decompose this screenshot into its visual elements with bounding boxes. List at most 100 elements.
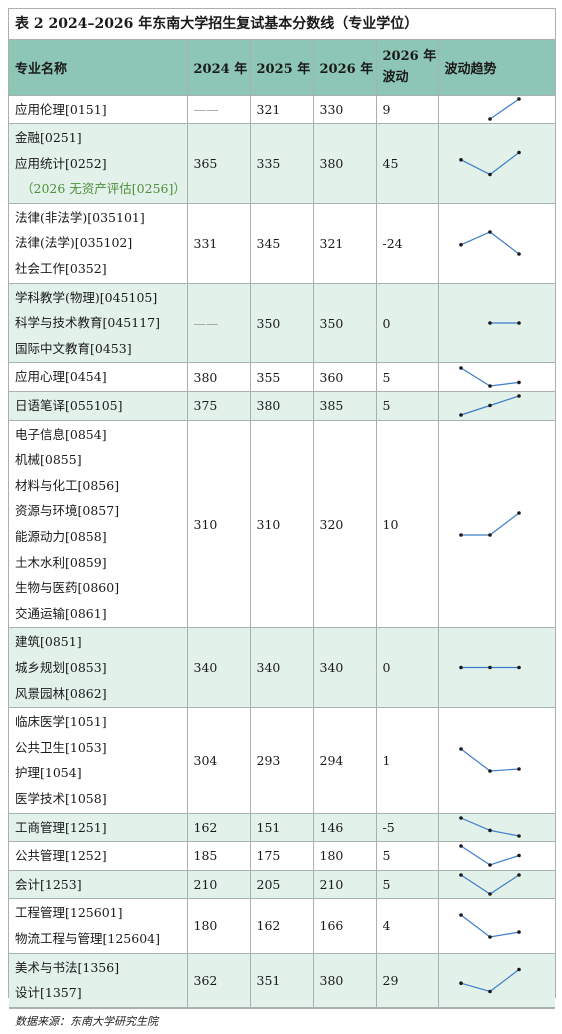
score-2026: 321 [312,202,377,284]
sparkline-point [458,980,463,985]
score-2024: 180 [186,898,251,954]
score-change: 4 [375,898,439,954]
sparkline [458,967,521,993]
score-2024: 331 [186,202,251,284]
program-name: 交通运输[0861] [15,605,107,621]
score-change: 1 [375,707,439,814]
score-2024: 365 [186,123,251,204]
score-2024: 362 [186,952,251,1008]
program-name: 应用伦理[0151] [15,101,107,117]
program-name: 材料与化工[0856] [15,477,120,493]
trend-cell [437,841,555,871]
score-2025: 351 [249,952,314,1008]
program-names-cell: 学科教学(物理)[045105] 科学与技术教育[045117] 国际中文教育[04… [9,282,188,364]
sparkline-line [460,845,519,867]
sparkline-point [516,854,521,858]
score-2026: 380 [312,952,377,1008]
program-name: 电子信息[0854] [15,426,107,442]
sparkline-point [516,150,521,155]
table-title: 表 2 2024–2026 年东南大学招生复试基本分数线（专业学位） [9,9,555,40]
program-name: 风景园林[0862] [15,685,107,701]
sparkline-line [460,512,519,536]
program-names-cell: 公共管理[1252] [9,841,188,871]
sparkline-point [516,394,521,399]
score-2024: 310 [186,419,251,629]
trend-cell [437,898,555,954]
sparkline-point [487,117,492,122]
program-names-cell: 应用伦理[0151] [9,94,188,125]
sparkline-point [458,844,463,849]
trend-cell [437,707,555,814]
program-names-cell: 建筑[0851] 城乡规划[0853] 风景园林[0862] [9,627,188,709]
sparkline-line [460,367,519,387]
sparkline-point [516,511,521,515]
score-2025: 345 [249,202,314,284]
sparkline-line [489,98,519,120]
sparkline-point [487,989,492,993]
trend-cell [437,391,555,421]
sparkline [458,665,521,670]
score-2026: 210 [312,869,377,900]
trend-cell [437,627,555,709]
sparkline [487,321,521,325]
header-2025: 2025 年 [249,40,314,96]
trend-cell [437,952,555,1008]
program-name: 城乡规划[0853] [15,659,107,675]
program-names-cell: 金融[0251] 应用统计[0252] （2026 无资产评估[0256]） [9,123,188,204]
program-names-cell: 应用心理[0454] [9,362,188,393]
table-row: 应用心理[0454] 380 355 360 5 [9,362,555,393]
sparkline-line [460,231,519,255]
score-2025: 335 [249,123,314,204]
score-change: 5 [375,391,439,421]
score-change: 45 [375,123,439,204]
table-row: 工程管理[125601] 物流工程与管理[125604] 180 162 166 4 [9,898,555,954]
score-2025: 321 [249,94,314,125]
sparkline-point [516,665,521,670]
score-2025: 340 [249,627,314,709]
sparkline [458,230,521,257]
table-figure: 表 2 2024–2026 年东南大学招生复试基本分数线（专业学位） 专业名称 … [8,8,556,1028]
table-row: 日语笔译[055105] 375 380 385 5 [9,391,555,421]
program-name: 科学与技术教育[045117] [15,315,160,331]
score-change: 9 [375,94,439,125]
score-2026: 380 [312,123,377,204]
score-2025: 175 [249,841,314,871]
table-row: 应用伦理[0151] —— 321 330 9 [9,94,555,125]
table-row: 会计[1253] 210 205 210 5 [9,869,555,900]
sparkline-line [460,914,519,938]
trend-cell [437,362,555,393]
header-2026: 2026 年 [312,40,377,96]
score-2026: 385 [312,391,377,421]
score-change: 0 [375,282,439,364]
program-name: 护理[1054] [15,765,82,781]
sparkline [458,150,521,177]
program-name: 会计[1253] [15,876,82,892]
score-2025: 162 [249,898,314,954]
sparkline-point [516,967,521,971]
sparkline-point [458,816,463,821]
program-name: 法律(法学)[035102] [15,235,133,251]
sparkline-point [487,863,492,868]
table-row: 公共管理[1252] 185 175 180 5 [9,841,555,871]
score-change: 0 [375,627,439,709]
sparkline-point [516,930,521,934]
score-change: -24 [375,202,439,284]
program-names-cell: 工程管理[125601] 物流工程与管理[125604] [9,898,188,954]
program-name: 资源与环境[0857] [15,503,120,519]
sparkline-point [487,769,492,774]
sparkline-point [516,767,521,772]
sparkline [458,511,521,537]
program-name: 国际中文教育[0453] [15,340,132,356]
table-row: 法律(非法学)[035101] 法律(法学)[035102] 社会工作[0352] 3… [9,202,555,284]
score-2026: 180 [312,841,377,871]
sparkline [458,747,521,774]
sparkline-point [458,533,463,537]
program-name: 应用心理[0454] [15,369,107,385]
sparkline-point [487,533,492,537]
score-2024: —— [186,94,251,125]
sparkline-point [516,380,521,385]
sparkline-point [516,252,521,257]
program-name: 医学技术[1058] [15,790,107,806]
trend-cell [437,94,555,125]
sparkline-point [458,873,463,877]
